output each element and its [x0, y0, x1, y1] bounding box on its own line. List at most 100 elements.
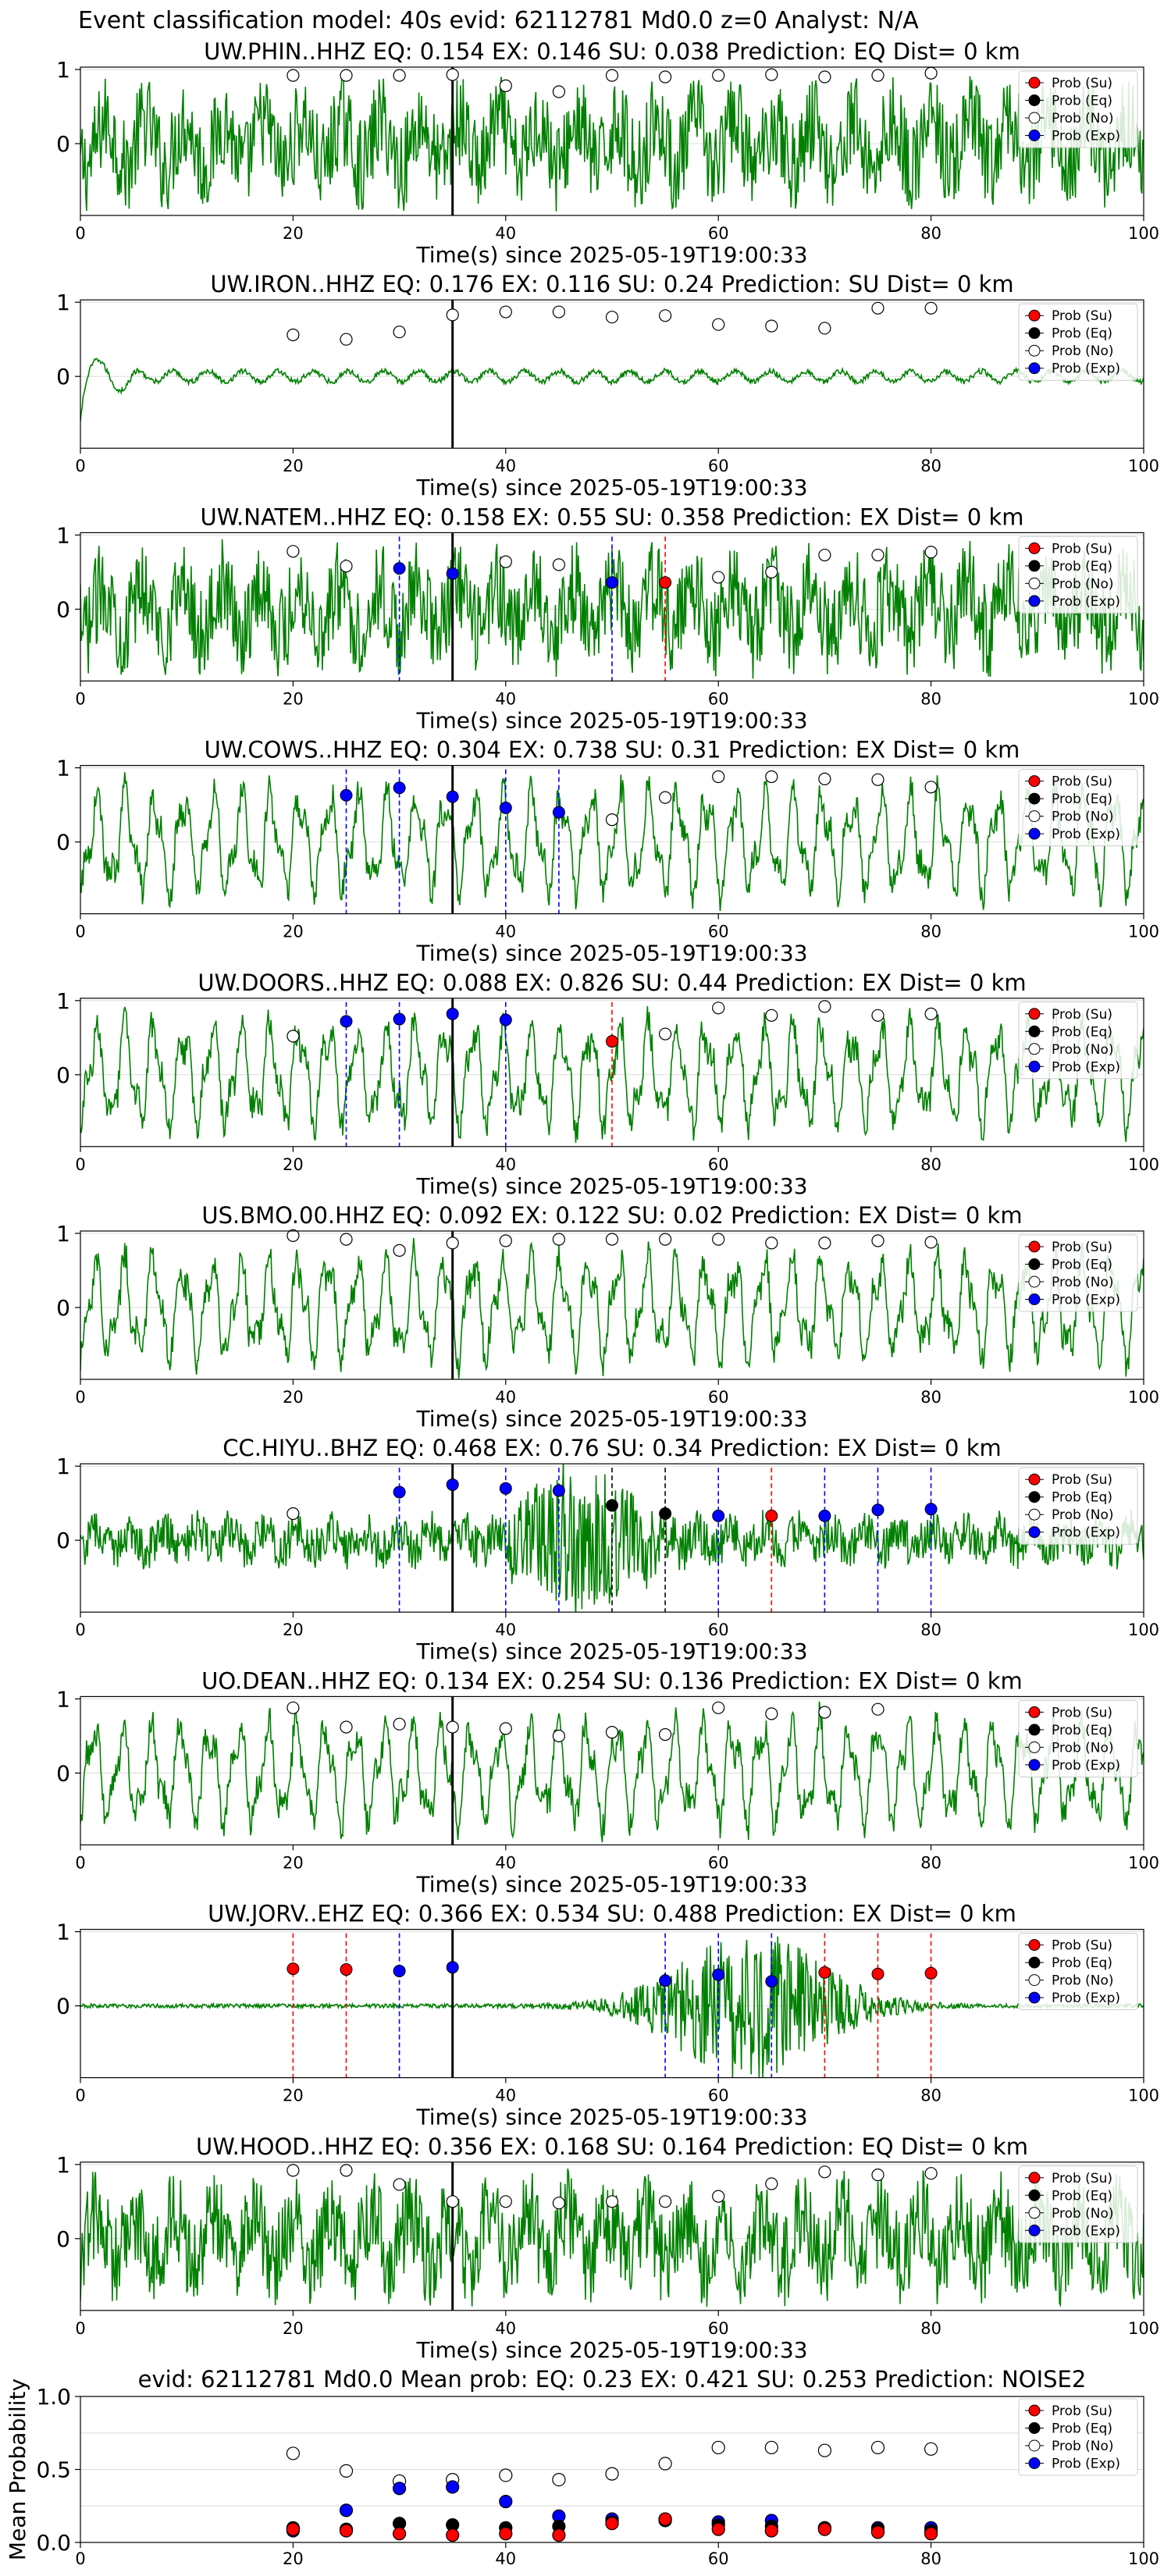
legend-swatch-eq	[1028, 1491, 1041, 1503]
waveform-trace	[80, 539, 1144, 679]
prob-marker-no	[340, 1233, 353, 1246]
seismogram-panel: UW.COWS..HHZ EQ: 0.304 EX: 0.738 SU: 0.3…	[56, 737, 1159, 966]
y-tick-label: 0	[56, 1295, 70, 1321]
x-tick-label: 0	[75, 689, 85, 708]
legend: Prob (Su)Prob (Eq)Prob (No)Prob (Exp)	[1018, 1933, 1138, 2011]
y-tick-label: 0	[56, 2226, 70, 2252]
legend-label: Prob (Exp)	[1052, 827, 1120, 842]
legend-swatch-no	[1028, 1043, 1041, 1055]
prob-marker-no	[818, 70, 831, 84]
legend-swatch-no	[1028, 810, 1041, 823]
x-tick-label: 0	[75, 923, 85, 941]
figure-suptitle: Event classification model: 40s evid: 62…	[78, 7, 919, 34]
mean-marker-exp	[446, 2480, 460, 2494]
prob-marker-no	[712, 571, 725, 584]
legend-label: Prob (Eq)	[1052, 1955, 1112, 1971]
legend-label: Prob (Su)	[1052, 308, 1112, 324]
y-tick-label: 1	[56, 2152, 70, 2178]
prob-marker-exp	[924, 1503, 938, 1516]
mean-x-tick-label: 100	[1128, 2549, 1159, 2568]
prob-marker-no	[287, 1507, 300, 1521]
legend-swatch-eq	[1028, 1956, 1041, 1969]
legend-swatch-exp	[1028, 130, 1041, 141]
panel-title: US.BMO.00.HHZ EQ: 0.092 EX: 0.122 SU: 0.…	[201, 1202, 1022, 1229]
x-axis-label: Time(s) since 2025-05-19T19:00:33	[415, 2337, 807, 2363]
x-tick-label: 40	[495, 224, 516, 243]
legend-box	[1018, 1467, 1138, 1545]
seismogram-panel: UW.IRON..HHZ EQ: 0.176 EX: 0.116 SU: 0.2…	[56, 271, 1159, 500]
prob-marker-no	[605, 2195, 619, 2208]
prob-marker-no	[552, 558, 566, 571]
x-tick-label: 80	[920, 689, 941, 708]
x-tick-label: 80	[920, 1155, 941, 1174]
mean-marker-exp	[339, 2503, 354, 2517]
waveform-trace	[80, 75, 1144, 212]
prob-marker-no	[287, 1701, 300, 1714]
prob-marker-exp	[499, 1013, 512, 1026]
legend: Prob (Su)Prob (Eq)Prob (No)Prob (Exp)	[1018, 535, 1138, 614]
prob-marker-no	[924, 2167, 938, 2180]
legend-swatch-su	[1028, 542, 1041, 554]
mean-marker-su	[499, 2527, 513, 2541]
prob-marker-no	[871, 1009, 884, 1022]
prob-marker-no	[765, 319, 778, 333]
mean-marker-su	[817, 2522, 832, 2536]
legend-label: Prob (Exp)	[1052, 129, 1120, 144]
x-tick-label: 0	[75, 1621, 85, 1639]
prob-marker-exp	[393, 781, 406, 795]
x-tick-label: 40	[495, 2319, 516, 2338]
prob-marker-exp	[552, 1484, 565, 1497]
prob-marker-no	[924, 301, 938, 315]
prob-marker-no	[712, 2190, 725, 2203]
legend-label: Prob (Eq)	[1052, 326, 1112, 342]
prob-marker-no	[871, 301, 884, 315]
legend-label: Prob (No)	[1052, 576, 1114, 592]
mean-marker-no	[870, 2440, 885, 2455]
mean-marker-no	[552, 2472, 566, 2487]
prob-marker-su	[871, 1967, 884, 1980]
x-tick-label: 60	[708, 1388, 729, 1407]
legend-box	[1018, 1234, 1138, 1312]
prob-marker-no	[658, 309, 672, 322]
x-tick-label: 100	[1128, 457, 1159, 475]
legend: Prob (Su)Prob (Eq)Prob (No)Prob (Exp)	[1018, 1699, 1138, 1777]
prob-marker-exp	[446, 1961, 459, 1974]
x-tick-label: 60	[708, 2087, 729, 2105]
legend-swatch-su	[1028, 76, 1041, 89]
prob-marker-no	[287, 328, 300, 342]
prob-marker-no	[818, 1706, 831, 1719]
waveform-trace	[80, 358, 1144, 422]
y-tick-label: 1	[56, 988, 70, 1014]
mean-x-tick-label: 80	[920, 2549, 941, 2568]
prob-marker-no	[818, 322, 831, 335]
prob-marker-no	[287, 545, 300, 558]
mean-panel-title: evid: 62112781 Md0.0 Mean prob: EQ: 0.23…	[138, 2366, 1087, 2393]
waveform-trace	[80, 772, 1144, 911]
mean-marker-su	[446, 2528, 460, 2542]
prob-marker-no	[340, 1720, 353, 1734]
prob-marker-no	[871, 548, 884, 562]
legend-swatch-exp	[1028, 595, 1041, 607]
legend-box	[1018, 2165, 1138, 2243]
legend-swatch-no	[1028, 344, 1041, 357]
seismogram-panel: UW.PHIN..HHZ EQ: 0.154 EX: 0.146 SU: 0.0…	[56, 38, 1159, 268]
x-tick-label: 80	[920, 1853, 941, 1872]
x-tick-label: 20	[283, 689, 304, 708]
legend-label: Prob (Eq)	[1052, 1490, 1112, 1506]
prob-marker-no	[818, 772, 831, 785]
prob-marker-no	[658, 70, 672, 84]
prob-marker-no	[658, 2195, 672, 2208]
x-tick-label: 20	[283, 224, 304, 243]
x-axis-label: Time(s) since 2025-05-19T19:00:33	[415, 941, 807, 966]
prob-marker-no	[658, 1027, 672, 1041]
legend-label: Prob (Eq)	[1052, 559, 1112, 575]
prob-marker-no	[499, 1722, 512, 1735]
legend-swatch-no	[1028, 1741, 1041, 1753]
panel-title: UW.NATEM..HHZ EQ: 0.158 EX: 0.55 SU: 0.3…	[200, 503, 1023, 530]
prob-marker-no	[393, 326, 406, 339]
legend: Prob (Su)Prob (Eq)Prob (No)Prob (Exp)	[1018, 70, 1138, 148]
x-axis-label: Time(s) since 2025-05-19T19:00:33	[415, 1638, 807, 1664]
prob-marker-no	[446, 68, 459, 81]
x-tick-label: 20	[283, 457, 304, 475]
panel-frame	[80, 1695, 1144, 1845]
